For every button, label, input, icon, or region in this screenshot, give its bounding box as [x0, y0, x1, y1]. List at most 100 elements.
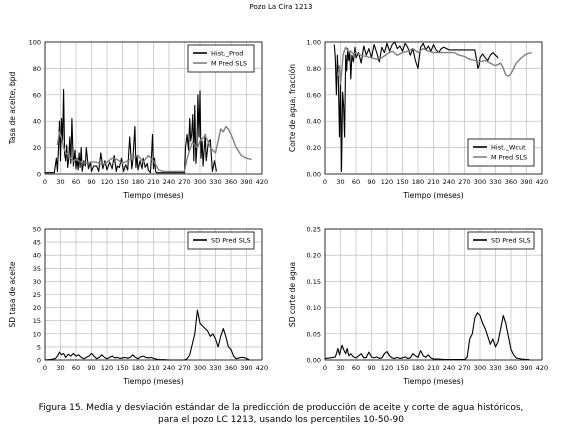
y-axis-label: Tasa de aceite, bpd	[8, 71, 17, 145]
y-tick-label: 0.05	[307, 330, 321, 338]
x-tick-label: 210	[427, 364, 439, 372]
plot-frame	[44, 41, 263, 175]
caption-line-1: Figura 15. Media y desviación estándar d…	[38, 403, 524, 413]
y-tick-label: 0.15	[307, 278, 321, 286]
y-tick-label: 0.10	[307, 304, 321, 312]
x-tick-label: 240	[443, 178, 455, 186]
figure-caption: Figura 15. Media y desviación estándar d…	[0, 402, 562, 426]
x-tick-label: 300	[474, 178, 486, 186]
x-tick-label: 180	[132, 178, 144, 186]
x-tick-label: 30	[336, 364, 344, 372]
plot-frame	[324, 228, 543, 361]
x-tick-label: 30	[56, 364, 64, 372]
series-line-2	[56, 125, 252, 173]
legend-box	[187, 231, 255, 250]
x-tick-label: 420	[536, 364, 548, 372]
x-tick-label: 330	[209, 178, 221, 186]
legend: Hist._Wcut M Pred SLS	[467, 138, 535, 167]
y-tick-label: 20	[33, 304, 41, 312]
x-tick-label: 240	[163, 364, 175, 372]
x-tick-label: 330	[489, 178, 501, 186]
legend-label: Hist._Prod	[211, 50, 243, 58]
x-tick-label: 0	[43, 178, 47, 186]
x-tick-label: 240	[443, 364, 455, 372]
x-tick-label: 420	[256, 364, 268, 372]
legend: SD Pred SLS	[467, 231, 535, 250]
series-line-1	[324, 312, 530, 361]
x-tick-label: 90	[87, 178, 95, 186]
x-tick-label: 270	[458, 364, 470, 372]
x-axis-label: Tiempo (meses)	[402, 377, 463, 386]
y-tick-label: 45	[33, 239, 41, 247]
x-tick-label: 60	[72, 364, 80, 372]
x-tick-label: 180	[412, 178, 424, 186]
x-tick-label: 360	[505, 178, 517, 186]
x-tick-label: 360	[225, 364, 237, 372]
legend-label: M Pred SLS	[211, 60, 247, 68]
y-axis-label: Corte de agua, fracción	[288, 64, 297, 152]
x-axis-label: Tiempo (meses)	[122, 377, 183, 386]
x-tick-label: 240	[163, 178, 175, 186]
x-tick-label: 210	[147, 364, 159, 372]
x-tick-label: 150	[396, 178, 408, 186]
legend-label: Hist._Wcut	[491, 144, 526, 152]
x-tick-label: 360	[225, 178, 237, 186]
x-tick-label: 180	[132, 364, 144, 372]
y-tick-label: 20	[33, 144, 41, 152]
y-tick-label: 0.20	[307, 252, 321, 260]
x-tick-label: 330	[209, 364, 221, 372]
x-tick-label: 270	[458, 178, 470, 186]
y-tick-label: 5	[37, 343, 41, 351]
y-tick-label: 0	[37, 357, 41, 365]
x-tick-label: 150	[116, 364, 128, 372]
x-tick-label: 120	[381, 178, 393, 186]
chart-panel-4: 0.00 0.05 0.10 0.15 0.20 0.25 0 30 60 90 120 150 180…	[288, 226, 548, 387]
x-tick-label: 180	[412, 364, 424, 372]
x-tick-label: 150	[396, 364, 408, 372]
chart-panel-3: 0 5 10 15 20 25 30 35 40 45 50 0 30 60 90 120 150 180 210 2…	[8, 226, 268, 387]
y-tick-label: 1.00	[307, 39, 321, 47]
x-tick-label: 60	[352, 178, 360, 186]
y-tick-label: 80	[33, 65, 41, 73]
y-tick-label: 30	[33, 278, 41, 286]
y-tick-label: 10	[33, 330, 41, 338]
x-tick-label: 420	[536, 178, 548, 186]
y-axis-label: SD corte de agua	[288, 262, 297, 327]
plot-frame	[324, 41, 543, 175]
x-tick-label: 120	[101, 178, 113, 186]
series-line-1	[333, 41, 499, 172]
x-axis-label: Tiempo (meses)	[402, 191, 463, 200]
x-tick-label: 300	[474, 364, 486, 372]
legend: SD Pred SLS	[187, 231, 255, 250]
y-tick-label: 0.20	[307, 144, 321, 152]
x-tick-label: 420	[256, 178, 268, 186]
x-tick-label: 270	[178, 364, 190, 372]
x-tick-label: 210	[147, 178, 159, 186]
x-tick-label: 0	[323, 178, 327, 186]
x-tick-label: 390	[520, 178, 532, 186]
legend-box	[187, 44, 255, 73]
legend: Hist._Prod M Pred SLS	[187, 44, 255, 73]
y-tick-label: 0.40	[307, 118, 321, 126]
figure-title: Pozo La Cira 1213	[249, 3, 313, 11]
x-tick-label: 300	[194, 364, 206, 372]
x-tick-label: 390	[240, 178, 252, 186]
y-tick-label: 40	[33, 252, 41, 260]
y-tick-label: 35	[33, 265, 41, 273]
x-tick-label: 150	[116, 178, 128, 186]
x-tick-label: 120	[381, 364, 393, 372]
caption-line-2: para el pozo LC 1213, usando los percent…	[158, 415, 404, 425]
y-tick-label: 0.80	[307, 65, 321, 73]
series-line-1	[44, 309, 250, 361]
y-tick-label: 0.00	[307, 171, 321, 179]
x-tick-label: 0	[323, 364, 327, 372]
y-tick-label: 0.25	[307, 226, 321, 234]
x-tick-label: 90	[367, 178, 375, 186]
x-tick-label: 360	[505, 364, 517, 372]
x-axis-label: Tiempo (meses)	[122, 191, 183, 200]
x-tick-label: 210	[427, 178, 439, 186]
legend-label: SD Pred SLS	[211, 237, 251, 245]
y-tick-label: 0	[37, 171, 41, 179]
x-tick-label: 300	[194, 178, 206, 186]
x-tick-label: 120	[101, 364, 113, 372]
